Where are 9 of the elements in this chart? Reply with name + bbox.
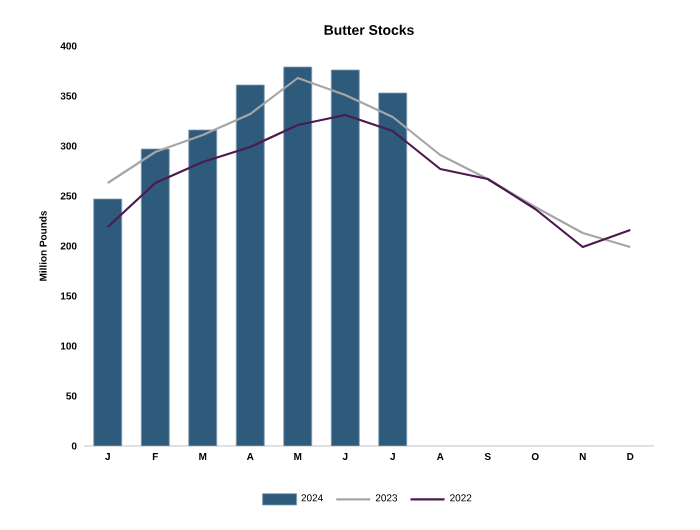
bar — [140, 148, 170, 446]
bar — [283, 66, 313, 446]
line-series — [106, 76, 632, 249]
line-series — [106, 113, 632, 249]
bar — [330, 69, 360, 446]
bar — [93, 198, 123, 446]
bar — [378, 92, 408, 446]
bar — [235, 84, 265, 446]
bar — [188, 129, 218, 446]
